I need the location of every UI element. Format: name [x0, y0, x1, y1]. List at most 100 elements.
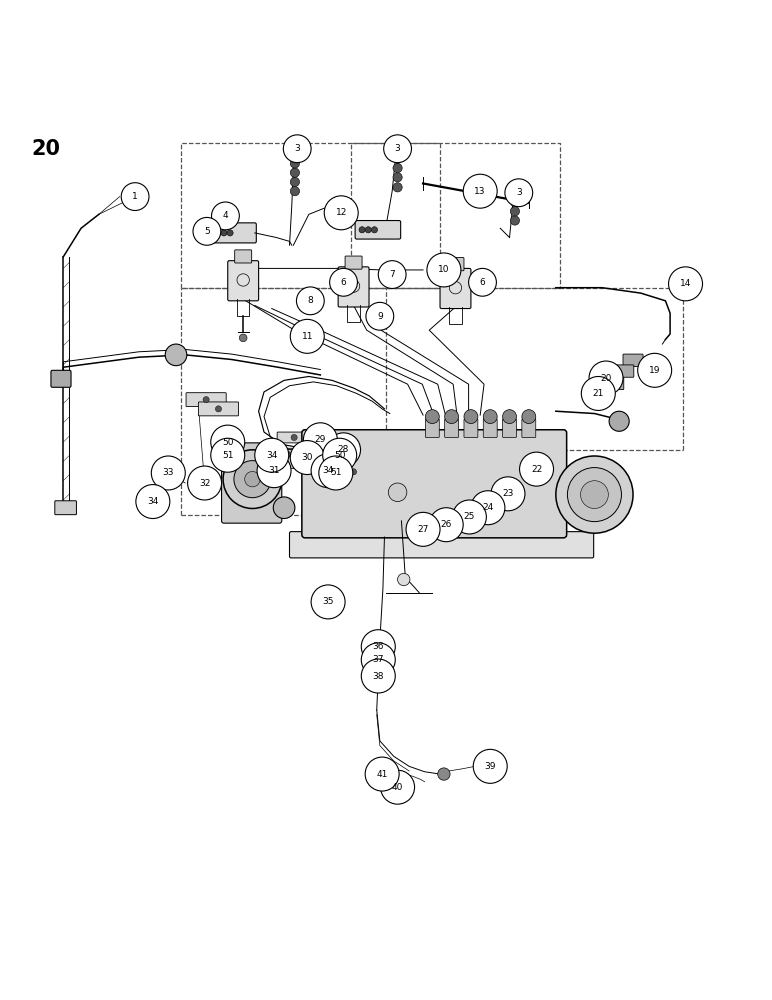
Text: 10: 10 [438, 265, 449, 274]
Circle shape [567, 468, 621, 522]
Circle shape [211, 438, 245, 472]
Circle shape [366, 302, 394, 330]
Circle shape [425, 410, 439, 424]
Circle shape [638, 353, 672, 387]
Circle shape [290, 168, 300, 177]
Circle shape [215, 406, 222, 412]
Circle shape [361, 659, 395, 693]
Circle shape [330, 268, 357, 296]
FancyBboxPatch shape [623, 354, 643, 366]
Text: 51: 51 [222, 451, 233, 460]
Circle shape [469, 268, 496, 296]
Text: 32: 32 [199, 479, 210, 488]
FancyBboxPatch shape [483, 419, 497, 437]
Circle shape [324, 196, 358, 230]
Text: 31: 31 [269, 466, 279, 475]
Text: 11: 11 [302, 332, 313, 341]
FancyBboxPatch shape [464, 419, 478, 437]
Text: 13: 13 [475, 187, 486, 196]
FancyBboxPatch shape [522, 419, 536, 437]
FancyBboxPatch shape [222, 443, 282, 523]
FancyBboxPatch shape [445, 419, 459, 437]
Text: 50: 50 [334, 451, 345, 460]
Text: 30: 30 [302, 453, 313, 462]
Circle shape [589, 361, 623, 395]
Circle shape [290, 159, 300, 168]
Circle shape [556, 456, 633, 533]
Circle shape [290, 150, 300, 159]
Circle shape [278, 459, 286, 467]
Circle shape [393, 163, 402, 173]
Circle shape [221, 230, 227, 236]
Text: 22: 22 [531, 465, 542, 474]
Circle shape [165, 344, 187, 366]
Text: 50: 50 [222, 438, 233, 447]
FancyBboxPatch shape [425, 419, 439, 437]
Circle shape [239, 334, 247, 342]
Circle shape [290, 187, 300, 196]
Circle shape [157, 505, 164, 513]
FancyBboxPatch shape [198, 402, 239, 416]
Circle shape [393, 154, 402, 163]
Circle shape [290, 441, 324, 475]
Text: 25: 25 [464, 512, 475, 521]
Circle shape [297, 459, 303, 465]
Circle shape [510, 216, 520, 225]
Circle shape [394, 780, 405, 791]
Circle shape [283, 135, 311, 163]
FancyBboxPatch shape [277, 432, 311, 443]
Text: 6: 6 [340, 278, 347, 287]
FancyBboxPatch shape [338, 267, 369, 307]
Circle shape [311, 454, 345, 488]
Text: 6: 6 [479, 278, 486, 287]
Text: 7: 7 [389, 270, 395, 279]
Circle shape [291, 434, 297, 441]
Circle shape [359, 227, 365, 233]
Circle shape [581, 376, 615, 410]
Circle shape [393, 183, 402, 192]
FancyBboxPatch shape [503, 419, 516, 437]
Text: 41: 41 [377, 770, 388, 779]
Text: 19: 19 [649, 366, 660, 375]
Circle shape [522, 410, 536, 424]
Circle shape [510, 188, 520, 197]
Text: 34: 34 [147, 497, 158, 506]
Text: 3: 3 [394, 144, 401, 153]
Circle shape [245, 471, 260, 487]
Circle shape [393, 173, 402, 182]
Circle shape [406, 512, 440, 546]
Circle shape [393, 145, 402, 154]
Circle shape [438, 768, 450, 780]
Text: 39: 39 [485, 762, 496, 771]
Circle shape [361, 630, 395, 664]
Text: 12: 12 [336, 208, 347, 217]
FancyBboxPatch shape [235, 250, 252, 263]
Circle shape [427, 253, 461, 287]
Circle shape [375, 654, 384, 663]
FancyBboxPatch shape [614, 365, 634, 377]
Circle shape [227, 230, 233, 236]
Circle shape [211, 425, 245, 459]
Text: 9: 9 [377, 312, 383, 321]
Circle shape [398, 573, 410, 586]
FancyBboxPatch shape [447, 258, 464, 271]
Circle shape [136, 485, 170, 519]
FancyBboxPatch shape [211, 223, 256, 243]
Circle shape [311, 585, 345, 619]
FancyBboxPatch shape [322, 458, 361, 470]
Text: 26: 26 [441, 520, 452, 529]
Circle shape [471, 491, 505, 525]
Circle shape [255, 438, 289, 472]
Circle shape [429, 508, 463, 542]
Circle shape [381, 770, 415, 804]
FancyBboxPatch shape [55, 501, 76, 515]
Circle shape [188, 466, 222, 500]
Text: 8: 8 [307, 296, 313, 305]
Circle shape [327, 433, 361, 467]
Circle shape [361, 643, 395, 677]
FancyBboxPatch shape [440, 268, 471, 309]
Text: 37: 37 [373, 655, 384, 664]
Circle shape [669, 267, 703, 301]
Circle shape [505, 179, 533, 207]
Circle shape [388, 483, 407, 502]
